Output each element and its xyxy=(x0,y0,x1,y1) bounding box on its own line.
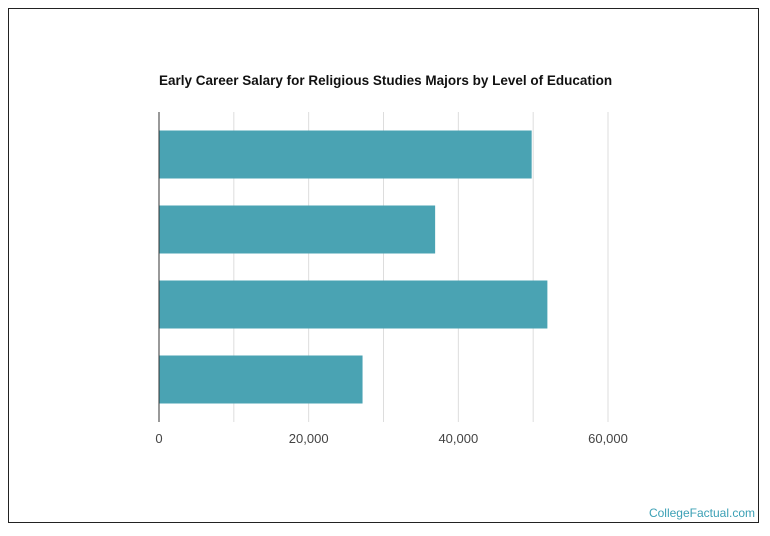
bar[interactable] xyxy=(159,205,436,254)
bar[interactable] xyxy=(159,355,363,404)
bar[interactable] xyxy=(159,280,548,329)
bar[interactable] xyxy=(159,130,532,179)
x-tick-label: 0 xyxy=(155,431,162,446)
site-credit-link[interactable]: CollegeFactual.com xyxy=(648,506,755,520)
x-tick-label: 20,000 xyxy=(289,431,329,446)
x-tick-label: 40,000 xyxy=(438,431,478,446)
x-tick-label: 60,000 xyxy=(588,431,628,446)
chart-title: Early Career Salary for Religious Studie… xyxy=(159,73,613,88)
x-tick-labels: 0 20,000 40,000 60,000 xyxy=(155,431,628,446)
bars xyxy=(159,130,548,404)
